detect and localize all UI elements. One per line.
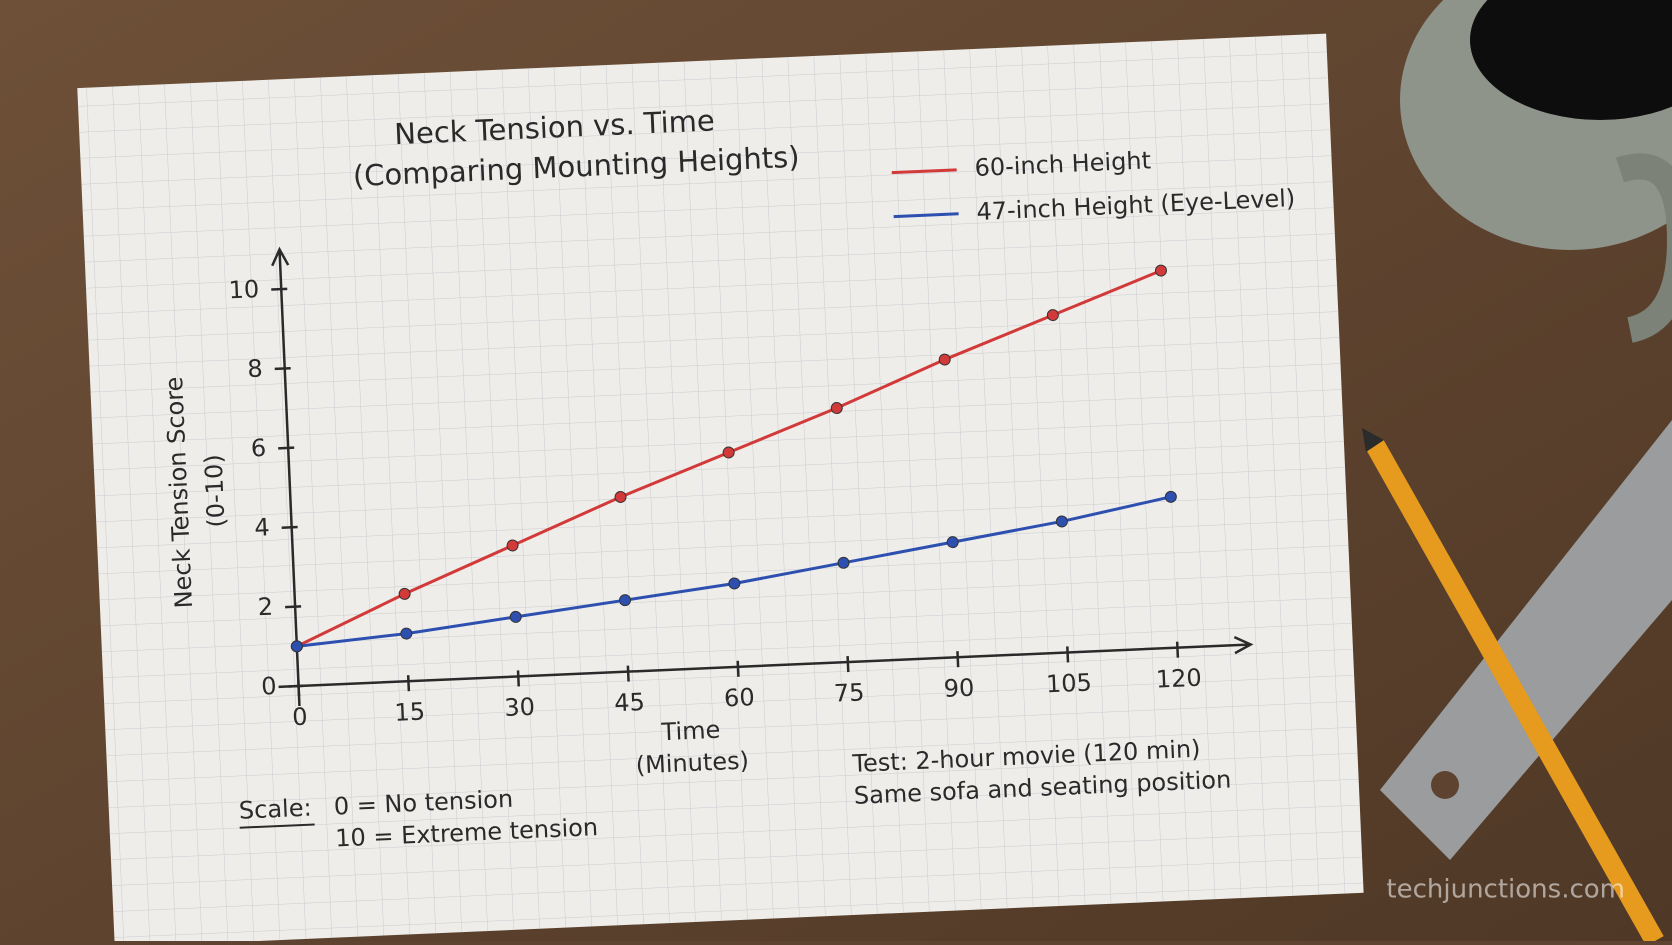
x-tick — [736, 660, 740, 677]
data-point — [837, 556, 850, 569]
y-tick-label: 10 — [228, 275, 260, 304]
data-point — [1055, 515, 1068, 528]
data-point — [1154, 264, 1167, 277]
y-tick — [281, 525, 298, 529]
x-tick — [846, 655, 850, 673]
data-point — [728, 577, 741, 590]
y-tick — [274, 366, 291, 371]
x-tick-label: 120 — [1155, 664, 1202, 694]
y-tick-label: 4 — [254, 513, 270, 542]
x-tick-label: 15 — [394, 698, 426, 727]
x-tick — [956, 651, 960, 668]
paper-sheet — [77, 33, 1364, 945]
y-tick-label: 8 — [247, 354, 263, 383]
data-point — [619, 594, 632, 607]
x-axis-label: Time — [660, 716, 721, 747]
y-tick — [278, 446, 295, 450]
data-point — [1046, 309, 1059, 322]
x-tick — [1066, 646, 1070, 663]
x-tick-label: 30 — [504, 693, 536, 722]
y-tick — [288, 684, 305, 688]
data-point — [614, 490, 627, 503]
x-tick-label: 0 — [292, 703, 308, 732]
x-axis-label: (Minutes) — [635, 746, 749, 779]
y-tick — [271, 287, 288, 291]
watermark: techjunctions.com — [1386, 875, 1625, 905]
y-axis-label-line: (0-10) — [199, 454, 230, 528]
x-tick — [297, 679, 301, 697]
note: Scale: — [238, 794, 312, 825]
y-axis — [271, 246, 301, 707]
x-tick-label: 45 — [614, 688, 646, 717]
data-point — [946, 536, 959, 549]
data-point — [722, 446, 735, 459]
note-underline — [239, 823, 315, 829]
x-tick — [1175, 641, 1180, 658]
legend-swatch — [891, 168, 957, 175]
legend-swatch — [893, 212, 959, 219]
data-point — [938, 353, 951, 366]
x-tick-label: 90 — [943, 674, 975, 703]
data-point — [506, 539, 519, 552]
data-point — [398, 587, 411, 600]
data-point — [509, 610, 522, 623]
y-tick-label: 6 — [250, 434, 266, 463]
pencil — [1362, 428, 1664, 945]
data-point — [830, 402, 843, 415]
x-tick — [516, 670, 520, 687]
x-axis — [278, 636, 1254, 689]
y-tick — [285, 605, 302, 609]
x-tick-label: 75 — [833, 678, 865, 707]
x-tick-label: 105 — [1045, 668, 1092, 698]
data-point — [1164, 490, 1177, 503]
paper-grid — [77, 33, 1364, 945]
mug — [1400, 0, 1672, 343]
x-tick-label: 60 — [723, 683, 755, 712]
data-point — [400, 627, 413, 640]
chart: Neck Tension vs. Time (Comparing Mountin… — [160, 103, 1296, 852]
x-tick — [406, 675, 411, 692]
y-tick-label: 2 — [257, 593, 273, 622]
y-tick-label: 0 — [261, 672, 277, 701]
ruler — [1380, 420, 1672, 860]
data-point — [290, 640, 303, 653]
x-tick — [626, 665, 630, 682]
